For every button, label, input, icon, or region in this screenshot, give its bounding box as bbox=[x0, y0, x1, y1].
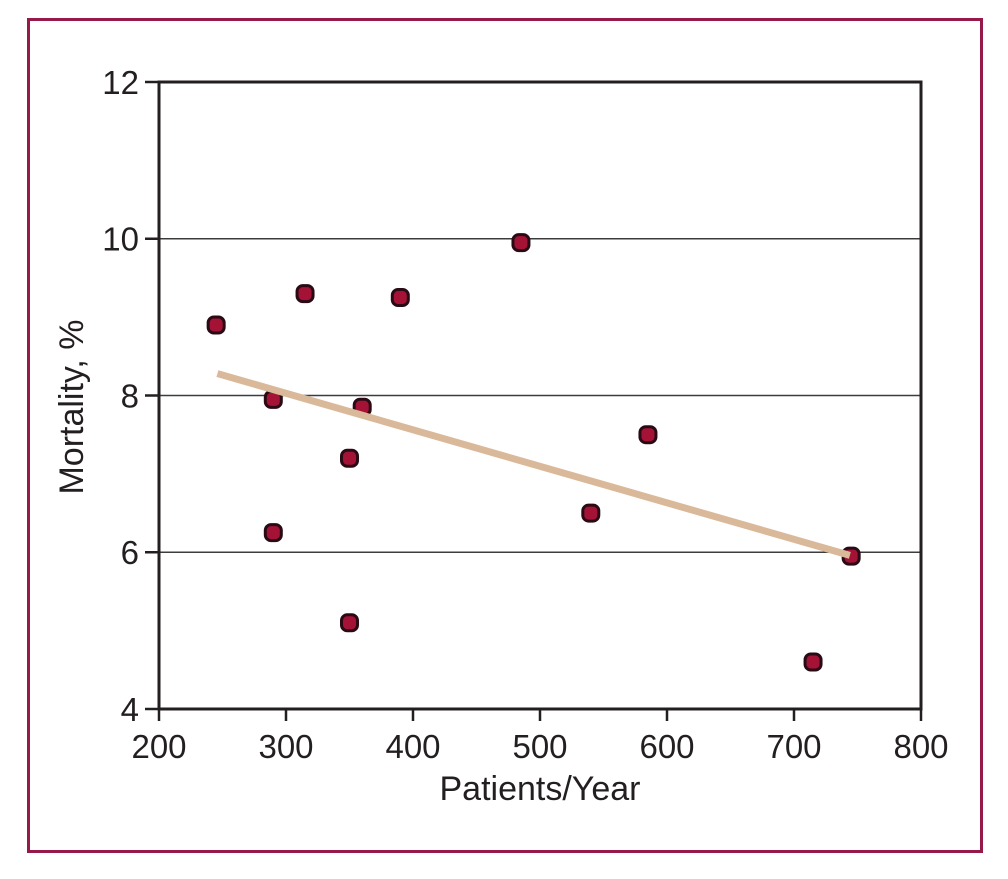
data-point bbox=[206, 315, 226, 335]
data-point bbox=[263, 523, 283, 543]
x-tick-label: 200 bbox=[131, 728, 186, 765]
y-tick-label: 6 bbox=[121, 534, 139, 571]
x-tick-label: 300 bbox=[258, 728, 313, 765]
trend-line bbox=[216, 370, 851, 559]
y-axis-title: Mortality, % bbox=[53, 319, 91, 494]
data-point bbox=[390, 288, 410, 308]
x-tick-label: 800 bbox=[893, 728, 948, 765]
x-tick-label: 400 bbox=[385, 728, 440, 765]
data-point bbox=[803, 652, 823, 672]
data-point bbox=[340, 448, 359, 468]
data-point bbox=[340, 613, 359, 633]
x-tick-label: 500 bbox=[512, 728, 567, 765]
x-tick-label: 600 bbox=[639, 728, 694, 765]
y-tick-label: 4 bbox=[121, 691, 139, 728]
figure-border bbox=[27, 18, 983, 853]
data-point bbox=[295, 284, 315, 304]
data-point bbox=[581, 503, 601, 523]
data-point bbox=[638, 425, 658, 445]
x-tick-label: 700 bbox=[766, 728, 821, 765]
y-tick-label: 8 bbox=[121, 377, 139, 414]
y-tick-label: 10 bbox=[102, 221, 139, 258]
data-point-layer bbox=[206, 233, 861, 672]
tick-label-layer: 4 6 8 10 12 200 300 400 500 600 700 800 bbox=[102, 64, 948, 765]
y-tick-label: 12 bbox=[102, 64, 139, 101]
trend-line-layer bbox=[216, 370, 851, 559]
axis-tick-layer bbox=[145, 80, 923, 721]
x-axis-title: Patients/Year bbox=[440, 770, 641, 808]
data-point bbox=[511, 233, 531, 253]
